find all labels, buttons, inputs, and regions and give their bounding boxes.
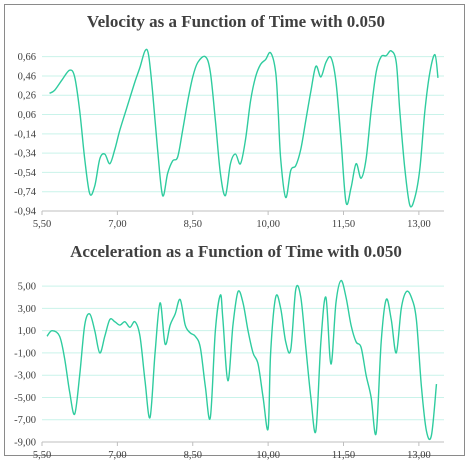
velocity-x-tick-label: 7,00 — [108, 219, 126, 230]
acceleration-x-tick-label: 5,50 — [33, 450, 51, 461]
acceleration-y-tick-label: -7,00 — [14, 415, 36, 426]
velocity-y-tick-label: -0,54 — [14, 168, 37, 179]
acceleration-y-tick-label: -3,00 — [14, 371, 36, 382]
velocity-x-tick-label: 13,00 — [407, 219, 431, 230]
acceleration-y-tick-label: 3,00 — [18, 304, 36, 315]
acceleration-series-line — [46, 279, 438, 441]
velocity-y-tick-label: -0,14 — [14, 129, 37, 140]
velocity-x-tick-label: 8,50 — [184, 219, 202, 230]
velocity-y-tick-label: -0,34 — [14, 149, 37, 160]
velocity-x-tick-label: 11,50 — [332, 219, 355, 230]
velocity-y-tick-label: 0,66 — [18, 52, 36, 63]
acceleration-y-tick-label: -1,00 — [14, 348, 36, 359]
velocity-y-tick-label: -0,74 — [14, 187, 37, 198]
velocity-y-tick-label: -0,94 — [14, 207, 37, 218]
acceleration-y-tick-label: 5,00 — [18, 282, 36, 293]
velocity-chart-title: Velocity as a Function of Time with 0.05… — [87, 12, 385, 31]
acceleration-y-tick-label: 1,00 — [18, 326, 36, 337]
acceleration-x-tick-label: 8,50 — [184, 450, 202, 461]
acceleration-x-tick-label: 11,50 — [332, 450, 355, 461]
velocity-chart: 0,66 0,46 0,26 0,06 -0,14 -0,34 -0,54 -0,74 -0,9… — [14, 48, 444, 230]
acceleration-chart-title: Acceleration as a Function of Time with … — [70, 242, 402, 261]
velocity-x-tick-label: 10,00 — [256, 219, 280, 230]
velocity-y-tick-label: 0,46 — [18, 71, 36, 82]
velocity-series-line — [49, 48, 439, 208]
acceleration-y-tick-label: -9,00 — [14, 438, 36, 449]
velocity-y-tick-label: 0,06 — [18, 110, 36, 121]
acceleration-y-tick-label: -5,00 — [14, 393, 36, 404]
acceleration-chart: 5,00 3,00 1,00 -1,00 -3,00 -5,00 -7,00 -9,005,5… — [14, 279, 444, 461]
chart-frame — [4, 4, 465, 456]
acceleration-x-tick-label: 10,00 — [256, 450, 280, 461]
acceleration-x-tick-label: 13,00 — [407, 450, 431, 461]
acceleration-x-tick-label: 7,00 — [108, 450, 126, 461]
velocity-y-tick-label: 0,26 — [18, 91, 36, 102]
velocity-x-tick-label: 5,50 — [33, 219, 51, 230]
